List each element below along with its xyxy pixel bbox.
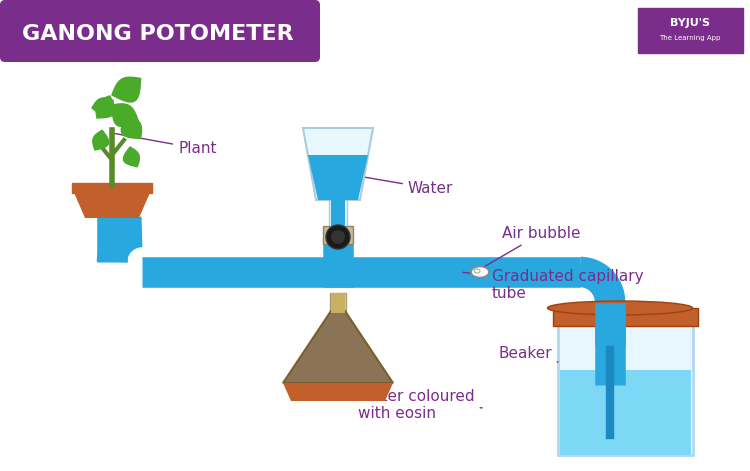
Bar — [560, 370, 691, 455]
Circle shape — [331, 230, 345, 244]
Ellipse shape — [474, 269, 480, 273]
Polygon shape — [308, 155, 368, 200]
Polygon shape — [112, 77, 140, 102]
Bar — [553, 308, 698, 326]
Circle shape — [326, 225, 350, 249]
Polygon shape — [72, 188, 152, 218]
Text: Water coloured
with eosin: Water coloured with eosin — [358, 389, 482, 421]
Bar — [331, 200, 345, 228]
Bar — [330, 293, 346, 313]
Text: Air bubble: Air bubble — [484, 226, 580, 267]
Bar — [331, 293, 345, 313]
Polygon shape — [90, 193, 150, 225]
FancyBboxPatch shape — [0, 0, 320, 62]
Bar — [638, 8, 743, 53]
Polygon shape — [92, 98, 113, 115]
Ellipse shape — [471, 267, 489, 277]
Text: Graduated capillary
tube: Graduated capillary tube — [463, 268, 644, 301]
Text: Plant: Plant — [115, 133, 217, 156]
Text: Water: Water — [355, 176, 453, 196]
Polygon shape — [96, 96, 116, 118]
Polygon shape — [122, 115, 142, 138]
Polygon shape — [112, 104, 138, 126]
Bar — [558, 322, 693, 455]
Bar — [72, 183, 152, 193]
Bar — [329, 200, 347, 228]
Text: BYJU'S: BYJU'S — [670, 18, 710, 28]
Polygon shape — [93, 130, 109, 150]
Text: The Learning App: The Learning App — [659, 35, 721, 41]
Polygon shape — [283, 383, 393, 401]
Text: Beaker: Beaker — [498, 346, 558, 362]
Polygon shape — [124, 147, 140, 167]
Polygon shape — [303, 128, 373, 200]
Ellipse shape — [548, 301, 692, 315]
Polygon shape — [283, 311, 393, 383]
Text: GANONG POTOMETER: GANONG POTOMETER — [22, 24, 294, 44]
Bar — [323, 226, 353, 244]
